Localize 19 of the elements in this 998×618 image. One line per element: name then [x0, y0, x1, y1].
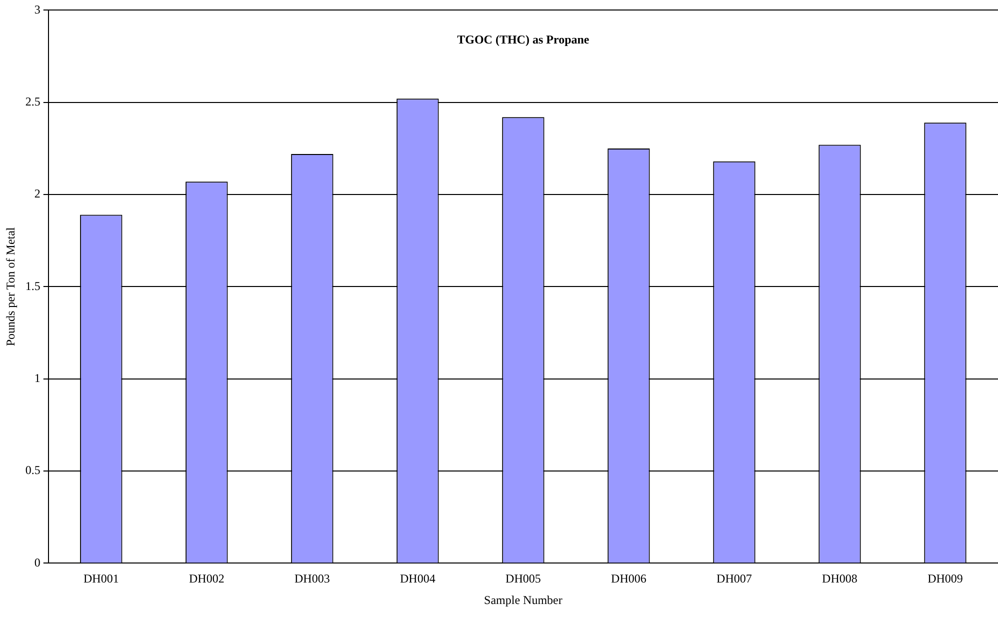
y-tick-label: 3: [34, 2, 40, 16]
x-tick-label: DH003: [294, 572, 330, 586]
x-tick-label: DH007: [716, 572, 752, 586]
y-tick-label: 2.5: [25, 94, 40, 109]
y-tick-label: 1: [34, 371, 40, 386]
x-tick-label: DH006: [611, 572, 646, 586]
x-tick-label: DH002: [188, 572, 224, 586]
y-tick-label: 0: [34, 555, 40, 570]
x-tick-label: DH001: [83, 572, 119, 586]
x-tick-label: DH008: [822, 572, 858, 586]
text: TGOC (THC) as Propane: [457, 32, 590, 46]
x-tick-label: DH004: [400, 572, 436, 586]
y-axis-title: Pounds per Ton of Metal: [3, 226, 18, 346]
x-tick-label: DH009: [928, 572, 963, 586]
y-tick-label: 0.5: [25, 463, 40, 478]
y-tick-label: 1.5: [25, 278, 40, 293]
y-tick-label: 2: [34, 186, 40, 201]
x-tick-label: DH005: [506, 572, 541, 586]
x-axis-title: Sample Number: [484, 592, 562, 607]
